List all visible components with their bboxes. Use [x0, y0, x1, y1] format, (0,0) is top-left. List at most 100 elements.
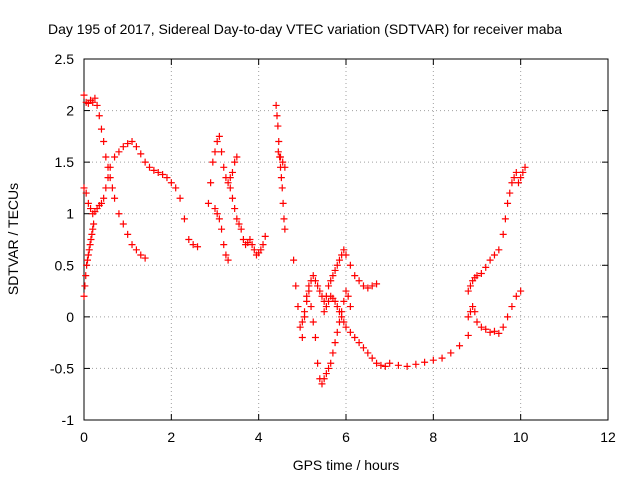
data-point — [368, 282, 376, 290]
y-tick-label: -0.5 — [50, 360, 74, 376]
series-arc-11 — [320, 292, 472, 370]
x-tick-label: 6 — [342, 429, 350, 445]
data-point — [281, 163, 289, 171]
data-point — [512, 292, 520, 300]
series-arc-10 — [298, 246, 381, 326]
data-point — [519, 168, 527, 176]
data-point — [307, 303, 315, 311]
data-point — [274, 148, 282, 156]
y-tick-label: 2 — [66, 103, 74, 119]
data-point — [309, 272, 317, 280]
data-point — [159, 171, 167, 179]
chart-title: Day 195 of 2017, Sidereal Day-to-day VTE… — [48, 21, 562, 37]
data-point — [89, 225, 97, 233]
data-point — [237, 225, 245, 233]
y-axis-label: SDTVAR / TECUs — [5, 183, 21, 295]
data-point — [335, 256, 343, 264]
data-point — [132, 143, 140, 151]
series-arc-8 — [274, 148, 289, 171]
data-point — [224, 179, 232, 187]
data-point — [305, 287, 313, 295]
data-point — [180, 215, 188, 223]
data-point — [275, 138, 283, 146]
data-point — [115, 148, 123, 156]
data-point — [128, 241, 136, 249]
data-point — [279, 199, 287, 207]
data-point — [172, 184, 180, 192]
grid-layer — [84, 59, 608, 420]
data-point — [327, 277, 335, 285]
series-arc-12 — [464, 287, 525, 337]
data-point — [298, 318, 306, 326]
data-point — [119, 220, 127, 228]
data-point — [508, 303, 516, 311]
data-point — [213, 210, 221, 218]
data-point — [141, 158, 149, 166]
data-point — [477, 270, 485, 278]
data-point — [322, 303, 330, 311]
series-arc-5 — [211, 184, 247, 264]
data-point — [512, 168, 520, 176]
data-point — [412, 360, 420, 368]
y-tick-label: 1 — [66, 206, 74, 222]
data-point — [102, 184, 110, 192]
data-point — [82, 189, 90, 197]
data-point — [486, 328, 494, 336]
data-point — [504, 313, 512, 321]
data-point — [261, 232, 269, 240]
data-point — [469, 303, 477, 311]
data-point — [91, 94, 99, 102]
data-point — [355, 339, 363, 347]
data-point — [194, 243, 202, 251]
data-point — [97, 199, 105, 207]
data-point — [501, 215, 509, 223]
data-point — [111, 153, 119, 161]
data-point — [517, 287, 525, 295]
data-point — [320, 375, 328, 383]
data-point — [257, 246, 265, 254]
data-point — [211, 148, 219, 156]
x-tick-label: 0 — [80, 429, 88, 445]
data-point — [471, 308, 479, 316]
data-point — [292, 282, 300, 290]
data-point — [228, 168, 236, 176]
data-point — [89, 98, 97, 106]
data-point — [128, 138, 136, 146]
data-point — [331, 266, 339, 274]
series-arc-6 — [242, 232, 269, 259]
data-point — [277, 174, 285, 182]
x-tick-label: 4 — [255, 429, 263, 445]
x-axis-label: GPS time / hours — [293, 457, 400, 473]
data-point — [141, 254, 149, 262]
series-arc-9 — [290, 256, 354, 388]
data-point — [464, 287, 472, 295]
data-point — [335, 308, 343, 316]
data-point — [84, 199, 92, 207]
data-point — [340, 246, 348, 254]
data-point — [115, 210, 123, 218]
data-point — [176, 194, 184, 202]
y-tick-label: 1.5 — [55, 154, 75, 170]
data-point — [124, 230, 132, 238]
data-point — [90, 220, 98, 228]
data-point — [346, 261, 354, 269]
data-point — [447, 349, 455, 357]
data-point — [320, 308, 328, 316]
data-point — [421, 358, 429, 366]
data-point — [508, 179, 516, 187]
data-point — [355, 277, 363, 285]
data-point — [464, 331, 472, 339]
data-point — [277, 153, 284, 161]
data-point — [373, 280, 381, 288]
data-point — [228, 194, 236, 202]
x-tick-label: 2 — [167, 429, 175, 445]
data-point — [87, 205, 95, 213]
data-point — [106, 163, 114, 171]
data-point — [246, 236, 254, 243]
data-point — [273, 112, 281, 120]
data-point — [464, 313, 472, 321]
data-point — [344, 292, 352, 300]
data-point — [226, 184, 234, 192]
data-point — [359, 282, 367, 290]
data-point — [154, 168, 162, 176]
